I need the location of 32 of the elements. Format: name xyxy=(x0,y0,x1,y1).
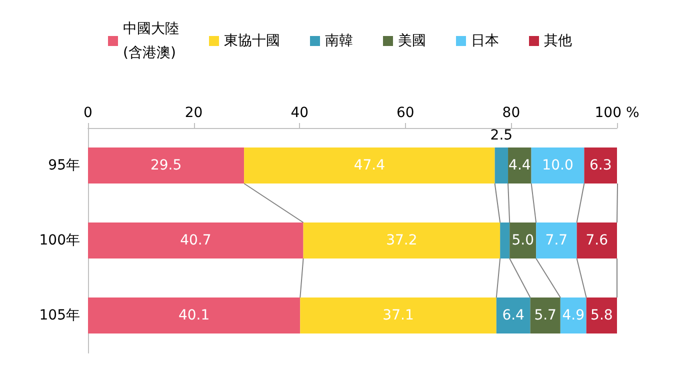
data-label: 40.1 xyxy=(178,308,210,324)
data-label: 7.6 xyxy=(586,232,608,248)
data-label: 4.9 xyxy=(562,308,584,324)
legend-label: 南韓 xyxy=(325,33,353,49)
legend-label: 東協十國 xyxy=(224,33,280,49)
y-tick-label: 100年 xyxy=(39,232,80,248)
y-tick-label: 105年 xyxy=(39,308,80,324)
data-label: 6.3 xyxy=(589,158,612,174)
x-tick-label: 0 xyxy=(84,105,92,121)
data-label: 7.7 xyxy=(545,232,568,248)
data-label: 40.7 xyxy=(180,232,212,248)
data-label: 37.2 xyxy=(386,232,418,248)
data-label: 29.5 xyxy=(150,158,182,174)
x-tick-label: 80 xyxy=(502,105,520,121)
x-tick-label: 40 xyxy=(290,105,309,121)
data-label: 6.4 xyxy=(502,308,525,324)
y-tick-label: 95年 xyxy=(48,158,80,174)
legend-label: 其他 xyxy=(544,33,572,49)
x-tick-label: 20 xyxy=(184,105,203,121)
data-label: 10.0 xyxy=(542,158,574,174)
legend-label: 中國大陸 (含港澳) xyxy=(123,21,179,61)
data-label: 2.5 xyxy=(490,128,513,144)
legend-label: 日本 xyxy=(471,33,499,49)
x-tick-label: 60 xyxy=(396,105,414,121)
data-label: 37.1 xyxy=(382,308,414,324)
data-label: 5.8 xyxy=(590,308,613,324)
data-label: 4.4 xyxy=(508,158,531,174)
data-label: 47.4 xyxy=(354,158,386,174)
data-label: 5.7 xyxy=(534,308,556,324)
legend-label: 美國 xyxy=(398,33,426,49)
data-label: 5.0 xyxy=(512,232,534,248)
x-tick-label: 100 % xyxy=(594,105,640,121)
